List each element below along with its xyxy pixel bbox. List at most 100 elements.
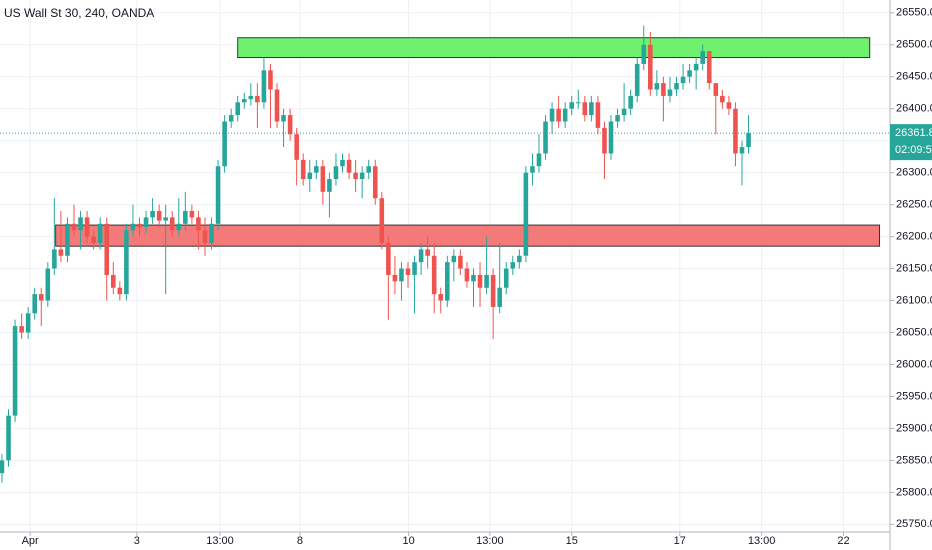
candle-body bbox=[536, 153, 542, 167]
candle-body bbox=[327, 179, 332, 192]
candle-body bbox=[641, 44, 647, 64]
candle-body bbox=[595, 102, 601, 128]
candle-body bbox=[451, 255, 457, 263]
candle-body bbox=[91, 236, 96, 243]
candle-body bbox=[503, 268, 509, 288]
y-tick-label: 25900.0 bbox=[896, 422, 932, 434]
y-tick-label: 26400.0 bbox=[896, 103, 932, 115]
candle-body bbox=[346, 159, 352, 173]
candle-body bbox=[6, 415, 11, 461]
candle-body bbox=[582, 102, 588, 116]
candle-body bbox=[32, 294, 38, 314]
candle-body bbox=[372, 166, 378, 199]
candle-body bbox=[124, 230, 129, 295]
candle-body bbox=[530, 166, 535, 173]
candle-body bbox=[477, 274, 483, 288]
candle-body bbox=[648, 44, 653, 90]
candle-body bbox=[549, 108, 555, 122]
candle-body bbox=[19, 326, 24, 333]
candle-body bbox=[543, 121, 548, 154]
candle-body bbox=[307, 172, 313, 180]
y-tick-label: 26250.0 bbox=[896, 199, 932, 211]
candle-body bbox=[38, 294, 44, 301]
candle-body bbox=[739, 147, 745, 154]
candle-body bbox=[340, 159, 345, 167]
candle-body bbox=[667, 89, 673, 96]
candle-body bbox=[12, 326, 18, 416]
x-tick-label: 13:00 bbox=[476, 535, 504, 547]
x-tick-label: 13:00 bbox=[748, 535, 776, 547]
chart-title: US Wall St 30, 240, OANDA bbox=[4, 6, 154, 20]
candle-body bbox=[562, 108, 568, 122]
candle-body bbox=[183, 211, 188, 224]
candle-body bbox=[674, 83, 679, 90]
candle-body bbox=[209, 223, 214, 243]
candle-body bbox=[706, 51, 712, 84]
candle-body bbox=[248, 95, 254, 100]
candle-body bbox=[693, 63, 699, 71]
x-tick-label: 15 bbox=[566, 535, 578, 547]
x-tick-label: 10 bbox=[403, 535, 415, 547]
candle-body bbox=[143, 217, 149, 227]
y-tick-label: 26500.0 bbox=[896, 39, 932, 51]
candle-body bbox=[300, 159, 306, 180]
candle-body bbox=[294, 134, 299, 160]
y-tick-label: 26000.0 bbox=[896, 358, 932, 370]
candle-body bbox=[137, 223, 142, 227]
candle-body bbox=[169, 217, 175, 231]
candle-body bbox=[510, 262, 516, 269]
candle-body bbox=[359, 172, 365, 180]
candle-body bbox=[458, 255, 463, 269]
candle-body bbox=[464, 268, 470, 282]
candle-body bbox=[621, 108, 627, 116]
candle-body bbox=[445, 262, 450, 301]
y-tick-label: 25850.0 bbox=[896, 454, 932, 466]
candle-body bbox=[412, 262, 417, 275]
y-tick-label: 26450.0 bbox=[896, 71, 932, 83]
x-tick-label: 22 bbox=[837, 535, 849, 547]
candle-body bbox=[84, 217, 90, 237]
zone bbox=[237, 37, 871, 59]
countdown: 02:09:59 bbox=[895, 144, 932, 156]
candle-body bbox=[189, 211, 195, 218]
candle-body bbox=[261, 70, 267, 103]
candle-body bbox=[241, 99, 247, 103]
candle-body bbox=[320, 166, 326, 192]
x-tick-label: 13:00 bbox=[206, 535, 234, 547]
candle-body bbox=[589, 102, 594, 116]
candle-body bbox=[65, 223, 70, 256]
candle-body bbox=[156, 211, 162, 221]
candle-body bbox=[104, 223, 110, 275]
candle-body bbox=[634, 63, 640, 96]
candle-body bbox=[202, 230, 208, 243]
y-tick-label: 26050.0 bbox=[896, 326, 932, 338]
candle-body bbox=[713, 83, 719, 96]
x-tick-label: 3 bbox=[134, 535, 140, 547]
candle-body bbox=[25, 313, 31, 333]
y-tick-label: 25800.0 bbox=[896, 486, 932, 498]
candle-body bbox=[575, 102, 581, 104]
candle-body bbox=[97, 223, 103, 243]
last-price-box bbox=[890, 124, 932, 161]
candle-body bbox=[215, 166, 221, 224]
last-price-label: 26361.8 bbox=[895, 127, 932, 139]
candle-body bbox=[255, 95, 260, 103]
candle-body bbox=[720, 95, 725, 103]
y-tick-label: 25750.0 bbox=[896, 518, 932, 530]
candle-body bbox=[569, 102, 575, 109]
candle-body bbox=[517, 255, 522, 263]
y-tick-label: 26150.0 bbox=[896, 262, 932, 274]
x-tick-label: Apr bbox=[22, 535, 39, 547]
candle-body bbox=[52, 249, 57, 269]
candle-body bbox=[235, 102, 241, 116]
candle-body bbox=[438, 294, 444, 301]
candle-body bbox=[490, 274, 496, 307]
candle-body bbox=[687, 70, 692, 77]
x-tick-label: 17 bbox=[674, 535, 686, 547]
candle-body bbox=[661, 83, 666, 96]
candle-body bbox=[117, 287, 123, 295]
candle-body bbox=[287, 115, 293, 135]
candle-body bbox=[163, 217, 168, 221]
candle-body bbox=[680, 76, 686, 84]
